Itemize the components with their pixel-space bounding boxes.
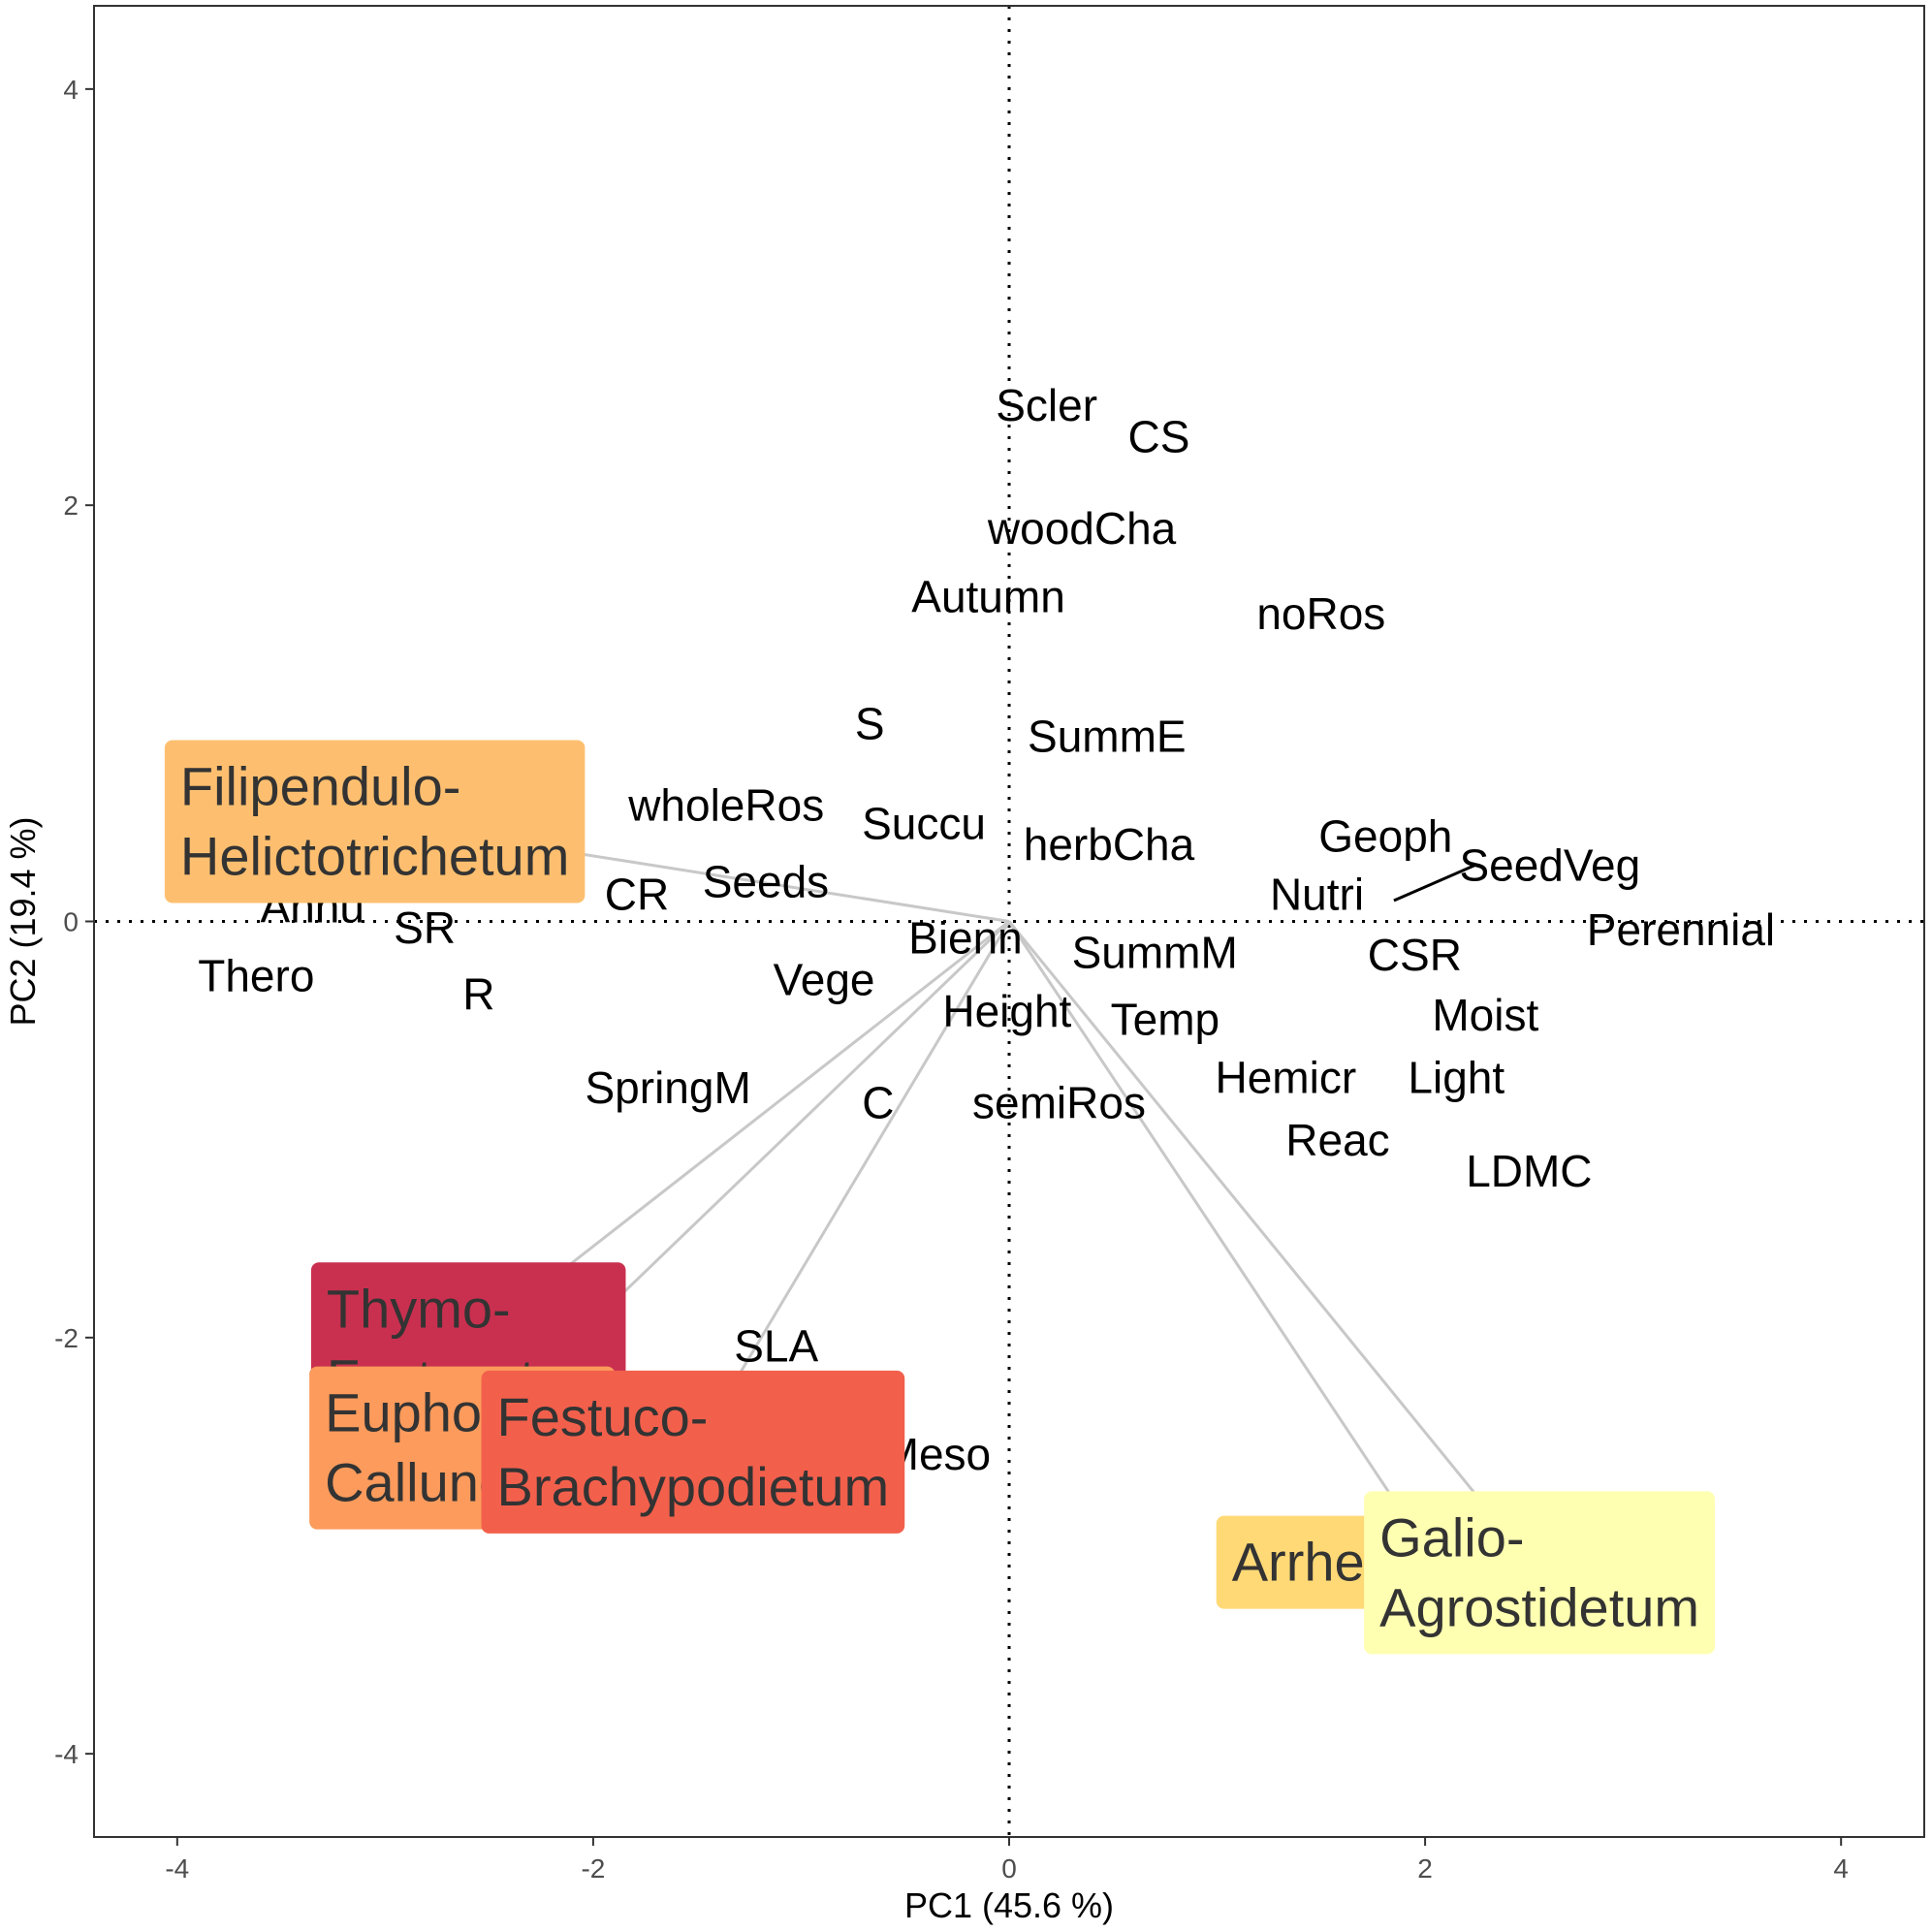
trait-label: C (862, 1077, 894, 1127)
trait-label: Hemicr (1216, 1052, 1357, 1102)
x-tick-label: 4 (1833, 1853, 1849, 1884)
y-axis: -4 -2 0 2 4 (54, 75, 94, 1769)
y-axis-title: PC2 (19.4 %) (3, 816, 43, 1026)
trait-label: herbCha (1024, 819, 1195, 870)
group-label-background (164, 740, 586, 903)
trait-labels: Scler CS woodCha Autumn noRos S SummE wholeRos S… (198, 380, 1775, 1479)
group-label-text: Brachypodietum (497, 1456, 890, 1517)
group-label-text: Thymo- (327, 1278, 511, 1339)
trait-label: Scler (996, 380, 1097, 430)
trait-label: CR (605, 870, 669, 920)
trait-label: CSR (1368, 930, 1462, 980)
group-arrow (1007, 920, 1438, 1564)
group-label-text: Filipendulo- (180, 755, 461, 816)
trait-label: Succu (862, 799, 986, 849)
trait-label: SummE (1028, 711, 1187, 761)
group-label-box: Filipendulo- Helictotrichetum (164, 740, 586, 903)
trait-label: Height (942, 986, 1071, 1036)
trait-label: SLA (734, 1320, 818, 1371)
trait-label: wholeRos (627, 779, 824, 830)
y-tick-label: 2 (63, 491, 79, 521)
trait-label: SeedVeg (1459, 840, 1640, 891)
group-arrow (691, 920, 1011, 1453)
trait-label: R (462, 969, 494, 1020)
group-label-box: Festuco- Brachypodietum (481, 1370, 905, 1534)
trait-label: Thero (198, 950, 314, 1000)
x-tick-label: 0 (1001, 1853, 1017, 1884)
trait-label: CS (1128, 411, 1190, 461)
x-axis-title: PC1 (45.6 %) (904, 1885, 1114, 1925)
trait-label: semiRos (972, 1077, 1146, 1127)
trait-label: Seeds (703, 857, 829, 907)
x-tick-label: 2 (1417, 1853, 1433, 1884)
trait-label: noRos (1256, 588, 1385, 639)
trait-label: SpringM (585, 1062, 750, 1113)
trait-label: SR (394, 903, 456, 953)
trait-label: Bienn (908, 913, 1023, 964)
trait-label: Autumn (911, 572, 1065, 622)
group-labels: Filipendulo- Helictotrichetum Thymo- Festuc… (164, 740, 1716, 1655)
trait-label: Vege (774, 955, 875, 1005)
trait-label: S (855, 699, 885, 749)
x-tick-label: -4 (165, 1853, 189, 1884)
trait-label: Geoph (1318, 810, 1452, 861)
group-label-text: Festuco- (497, 1386, 709, 1447)
leader-lines (1393, 864, 1476, 903)
group-label-background (481, 1370, 905, 1534)
y-tick-label: 0 (63, 907, 79, 937)
group-arrow (1007, 920, 1541, 1574)
leader-line (1393, 864, 1476, 903)
trait-label: Nutri (1270, 870, 1364, 920)
trait-label: Moist (1432, 990, 1538, 1040)
trait-label: Light (1408, 1052, 1504, 1102)
group-label-text: Galio- (1379, 1506, 1524, 1568)
trait-label: Reac (1285, 1115, 1389, 1165)
trait-label: woodCha (987, 503, 1177, 554)
group-label-box: Galio- Agrostidetum (1364, 1491, 1716, 1655)
trait-label: SummM (1072, 928, 1238, 978)
trait-label: LDMC (1466, 1146, 1592, 1196)
x-axis: -4 -2 0 2 4 (165, 1837, 1849, 1884)
y-tick-label: -2 (54, 1323, 79, 1353)
trait-label: Temp (1111, 994, 1219, 1044)
x-tick-label: -2 (581, 1853, 605, 1884)
group-label-background (1364, 1491, 1716, 1655)
group-label-text: Helictotrichetum (180, 825, 569, 886)
reference-lines (94, 6, 1924, 1837)
trait-label: Perennial (1587, 904, 1775, 955)
y-tick-label: 4 (63, 75, 79, 105)
group-label-text: Agrostidetum (1379, 1576, 1699, 1637)
y-tick-label: -4 (54, 1739, 79, 1769)
